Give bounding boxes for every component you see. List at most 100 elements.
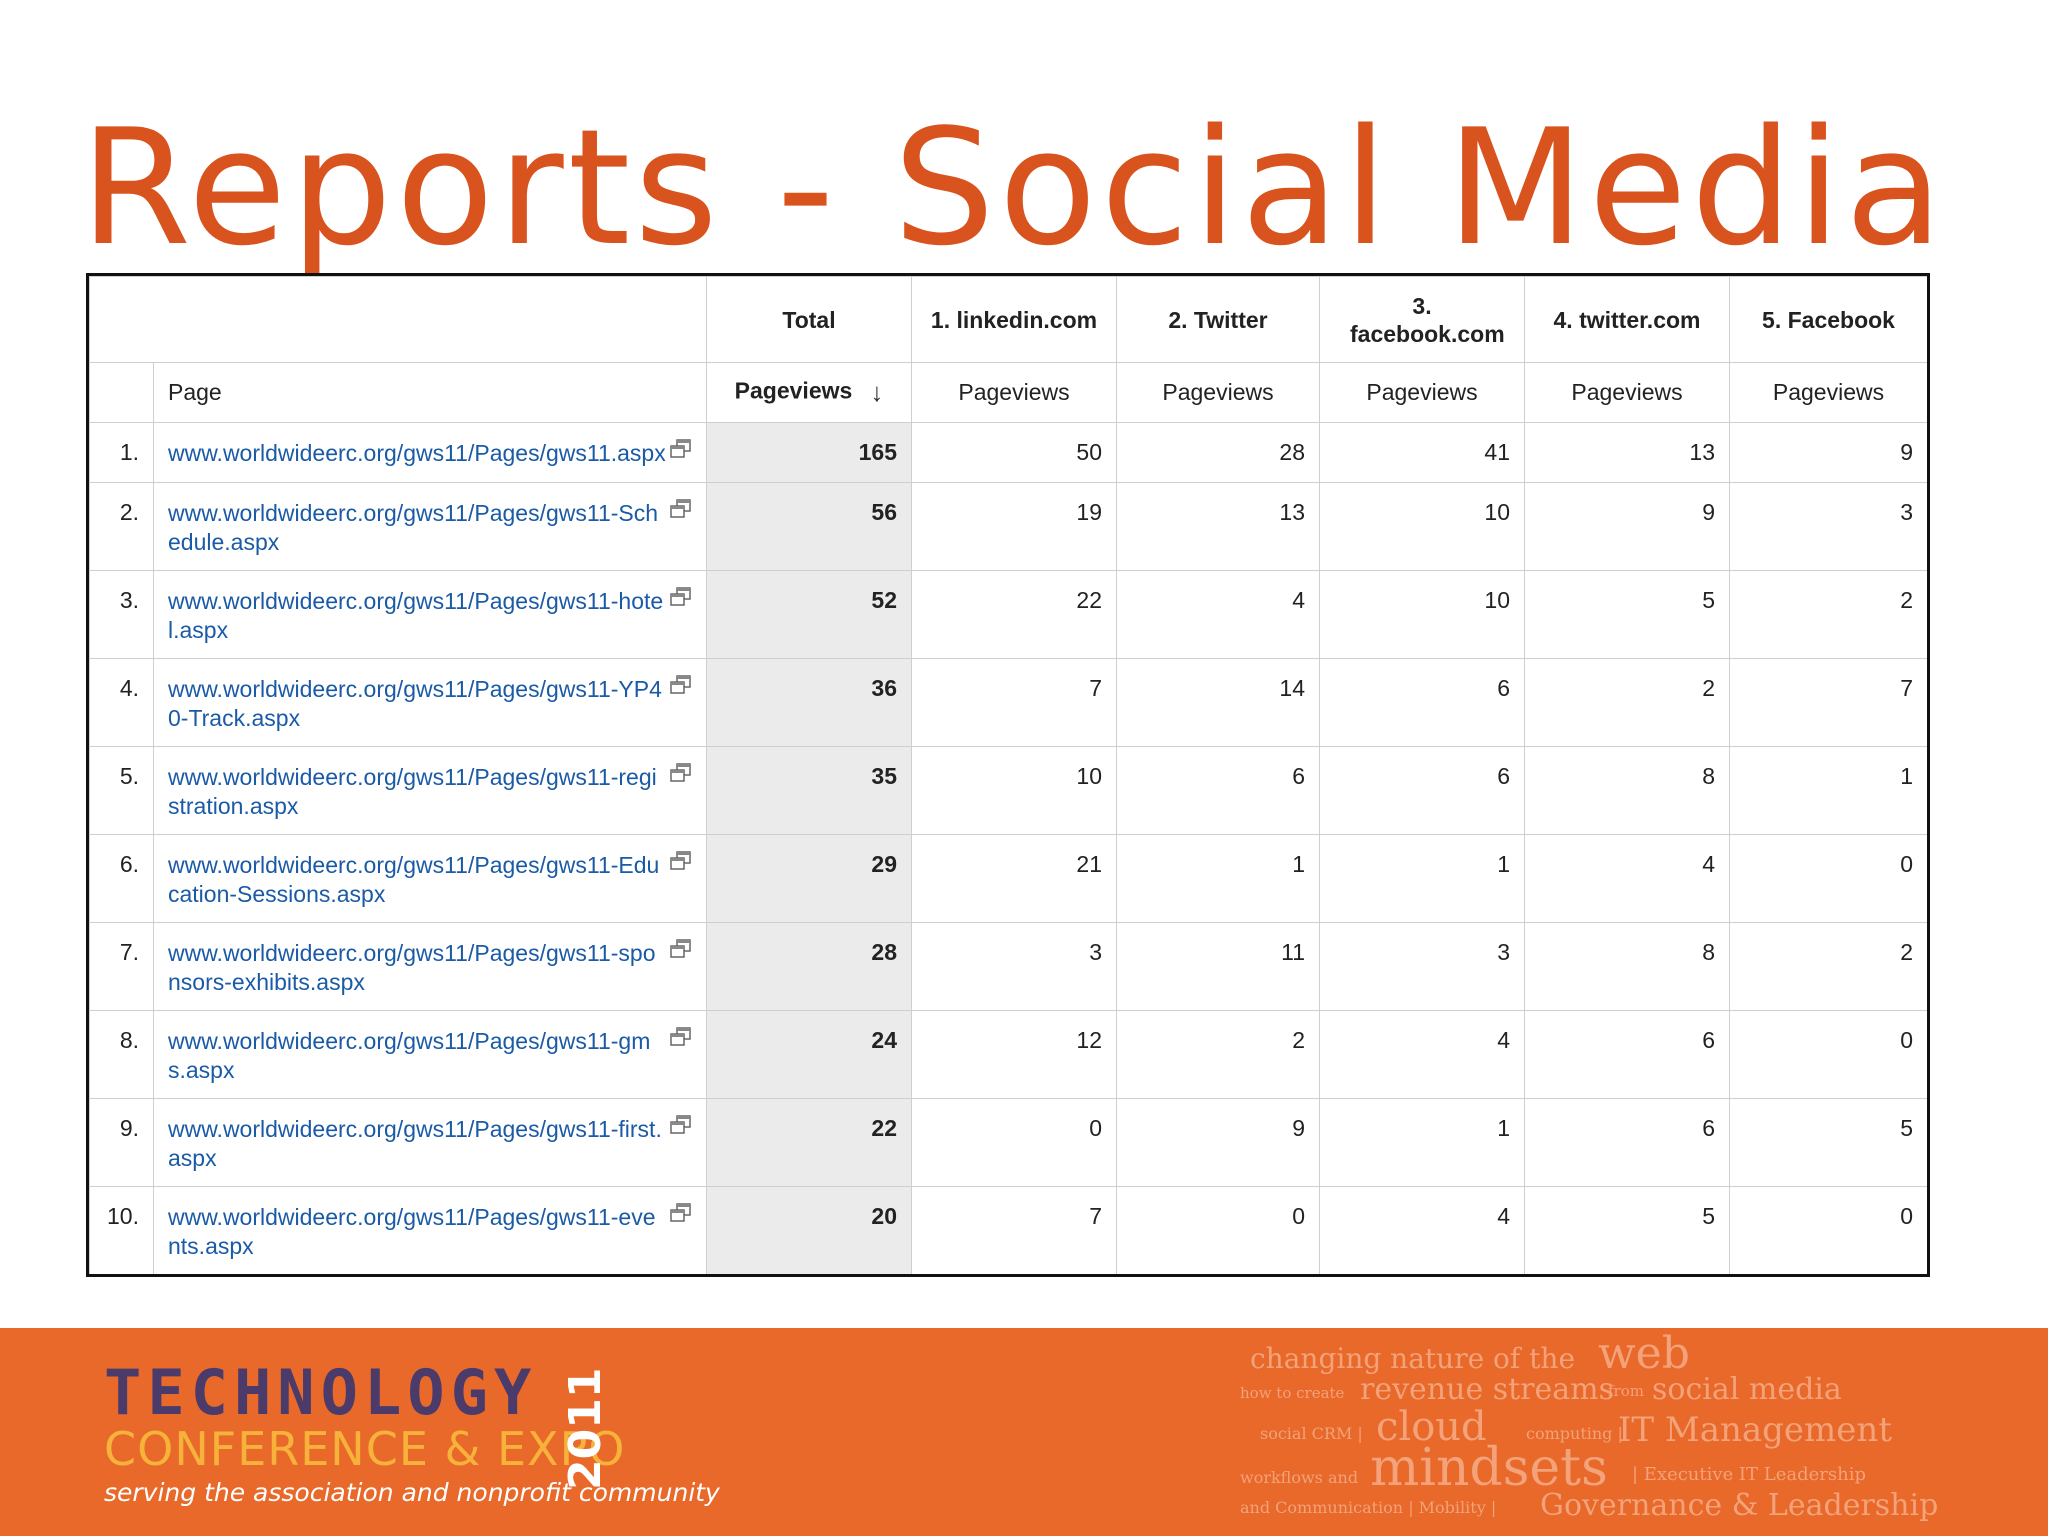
row-pageviews-twitter: 6 xyxy=(1116,746,1320,835)
row-pageviews-facebook-com: 1 xyxy=(1319,834,1525,923)
row-pageviews-twitter: 14 xyxy=(1116,658,1320,747)
table-row: 10. www.worldwideerc.org/gws11/Pages/gws1… xyxy=(89,1186,1927,1274)
row-pageviews-linkedin: 10 xyxy=(911,746,1117,835)
row-rank: 7. xyxy=(89,922,154,1011)
row-pageviews-facebook-com: 6 xyxy=(1319,746,1525,835)
row-pageviews-facebook-com: 41 xyxy=(1319,422,1525,483)
row-pageviews-twitter-com: 5 xyxy=(1524,1186,1730,1274)
row-pageviews-twitter-com: 8 xyxy=(1524,746,1730,835)
open-in-new-window-icon[interactable] xyxy=(670,675,692,695)
open-in-new-window-icon[interactable] xyxy=(670,763,692,783)
page-link[interactable]: www.worldwideerc.org/gws11/Pages/gws11-g… xyxy=(168,1028,651,1083)
row-pageviews-twitter: 13 xyxy=(1116,482,1320,571)
page-link[interactable]: www.worldwideerc.org/gws11/Pages/gws11-e… xyxy=(168,1204,656,1259)
table-row: 8. www.worldwideerc.org/gws11/Pages/gws11… xyxy=(89,1010,1927,1099)
row-pageviews-linkedin: 0 xyxy=(911,1098,1117,1187)
page-link[interactable]: www.worldwideerc.org/gws11/Pages/gws11-h… xyxy=(168,588,664,643)
open-in-new-window-icon[interactable] xyxy=(670,1203,692,1223)
row-pageviews-facebook-com: 10 xyxy=(1319,570,1525,659)
sort-descending-icon[interactable]: ↓ xyxy=(870,377,884,407)
row-page-cell: www.worldwideerc.org/gws11/Pages/gws11-f… xyxy=(153,1098,707,1187)
row-pageviews-twitter: 1 xyxy=(1116,834,1320,923)
row-pageviews-twitter-com: 4 xyxy=(1524,834,1730,923)
header-blank xyxy=(89,276,707,363)
row-page-cell: www.worldwideerc.org/gws11/Pages/gws11-s… xyxy=(153,922,707,1011)
table-row: 3. www.worldwideerc.org/gws11/Pages/gws11… xyxy=(89,570,1927,659)
tag-cloud: changing nature of the web how to create… xyxy=(1240,1328,2020,1536)
open-in-new-window-icon[interactable] xyxy=(670,439,692,459)
open-in-new-window-icon[interactable] xyxy=(670,851,692,871)
header-total: Total xyxy=(706,276,912,363)
row-pageviews-twitter-com: 5 xyxy=(1524,570,1730,659)
open-in-new-window-icon[interactable] xyxy=(670,1115,692,1135)
header-page[interactable]: Page xyxy=(153,362,707,423)
row-page-cell: www.worldwideerc.org/gws11/Pages/gws11-g… xyxy=(153,1010,707,1099)
header-total-pageviews[interactable]: Pageviews ↓ xyxy=(706,362,912,423)
row-total-pageviews: 35 xyxy=(706,746,912,835)
page-link[interactable]: www.worldwideerc.org/gws11/Pages/gws11-r… xyxy=(168,764,657,819)
cloud-communication: and Communication | Mobility | xyxy=(1240,1498,1497,1517)
row-pageviews-facebook-com: 6 xyxy=(1319,658,1525,747)
open-in-new-window-icon[interactable] xyxy=(670,939,692,959)
header-pageviews[interactable]: Pageviews xyxy=(911,362,1117,423)
open-in-new-window-icon[interactable] xyxy=(670,499,692,519)
row-pageviews-twitter: 9 xyxy=(1116,1098,1320,1187)
page-link[interactable]: www.worldwideerc.org/gws11/Pages/gws11-S… xyxy=(168,500,659,555)
row-page-cell: www.worldwideerc.org/gws11/Pages/gws11-r… xyxy=(153,746,707,835)
row-rank: 10. xyxy=(89,1186,154,1274)
header-total-pageviews-label: Pageviews xyxy=(734,377,853,404)
row-pageviews-facebook-com: 3 xyxy=(1319,922,1525,1011)
row-total-pageviews: 165 xyxy=(706,422,912,483)
header-source-twitter: 2. Twitter xyxy=(1116,276,1320,363)
header-pageviews[interactable]: Pageviews xyxy=(1524,362,1730,423)
table-row: 4. www.worldwideerc.org/gws11/Pages/gws11… xyxy=(89,658,1927,747)
logo-technology: TECHNOLOGY xyxy=(104,1356,538,1429)
table-row: 1. www.worldwideerc.org/gws11/Pages/gws11… xyxy=(89,422,1927,483)
row-pageviews-twitter-com: 6 xyxy=(1524,1098,1730,1187)
row-pageviews-linkedin: 50 xyxy=(911,422,1117,483)
report-table: Total 1. linkedin.com 2. Twitter 3. face… xyxy=(89,276,1927,1274)
row-pageviews-twitter-com: 9 xyxy=(1524,482,1730,571)
page-link[interactable]: www.worldwideerc.org/gws11/Pages/gws11.a… xyxy=(168,440,666,466)
row-rank: 5. xyxy=(89,746,154,835)
cloud-executive: | Executive IT Leadership xyxy=(1632,1464,1866,1485)
row-pageviews-linkedin: 12 xyxy=(911,1010,1117,1099)
cloud-social-media: social media xyxy=(1652,1372,1842,1407)
cloud-changing-nature: changing nature of the xyxy=(1250,1342,1576,1375)
row-page-cell: www.worldwideerc.org/gws11/Pages/gws11-E… xyxy=(153,834,707,923)
row-pageviews-twitter: 2 xyxy=(1116,1010,1320,1099)
row-page-cell: www.worldwideerc.org/gws11/Pages/gws11-Y… xyxy=(153,658,707,747)
row-pageviews-twitter-com: 8 xyxy=(1524,922,1730,1011)
row-pageviews-twitter-com: 2 xyxy=(1524,658,1730,747)
table-row: 5. www.worldwideerc.org/gws11/Pages/gws11… xyxy=(89,746,1927,835)
header-source-facebook: 5. Facebook xyxy=(1729,276,1927,363)
row-rank: 4. xyxy=(89,658,154,747)
row-total-pageviews: 24 xyxy=(706,1010,912,1099)
page-link[interactable]: www.worldwideerc.org/gws11/Pages/gws11-f… xyxy=(168,1116,662,1171)
cloud-it-management: IT Management xyxy=(1618,1410,1892,1450)
header-rank-blank xyxy=(89,362,154,423)
page-link[interactable]: www.worldwideerc.org/gws11/Pages/gws11-E… xyxy=(168,852,660,907)
page-link[interactable]: www.worldwideerc.org/gws11/Pages/gws11-s… xyxy=(168,940,656,995)
row-pageviews-linkedin: 7 xyxy=(911,658,1117,747)
table-row: 7. www.worldwideerc.org/gws11/Pages/gws11… xyxy=(89,922,1927,1011)
row-pageviews-facebook: 0 xyxy=(1729,834,1927,923)
cloud-social-crm: social CRM | xyxy=(1260,1424,1363,1443)
cloud-web: web xyxy=(1598,1328,1690,1379)
row-pageviews-facebook: 5 xyxy=(1729,1098,1927,1187)
header-pageviews[interactable]: Pageviews xyxy=(1116,362,1320,423)
row-pageviews-facebook-com: 4 xyxy=(1319,1010,1525,1099)
header-pageviews[interactable]: Pageviews xyxy=(1319,362,1525,423)
row-total-pageviews: 52 xyxy=(706,570,912,659)
row-pageviews-facebook-com: 4 xyxy=(1319,1186,1525,1274)
row-pageviews-facebook-com: 1 xyxy=(1319,1098,1525,1187)
open-in-new-window-icon[interactable] xyxy=(670,587,692,607)
page-link[interactable]: www.worldwideerc.org/gws11/Pages/gws11-Y… xyxy=(168,676,662,731)
cloud-workflows: workflows and xyxy=(1240,1468,1359,1487)
cloud-how-to-create: how to create xyxy=(1240,1384,1345,1402)
cloud-cloud: cloud xyxy=(1376,1404,1487,1450)
metric-header-row: Page Pageviews ↓ Pageviews Pageviews Page… xyxy=(89,362,1927,423)
header-pageviews[interactable]: Pageviews xyxy=(1729,362,1927,423)
cloud-mindsets: mindsets xyxy=(1370,1438,1608,1498)
open-in-new-window-icon[interactable] xyxy=(670,1027,692,1047)
